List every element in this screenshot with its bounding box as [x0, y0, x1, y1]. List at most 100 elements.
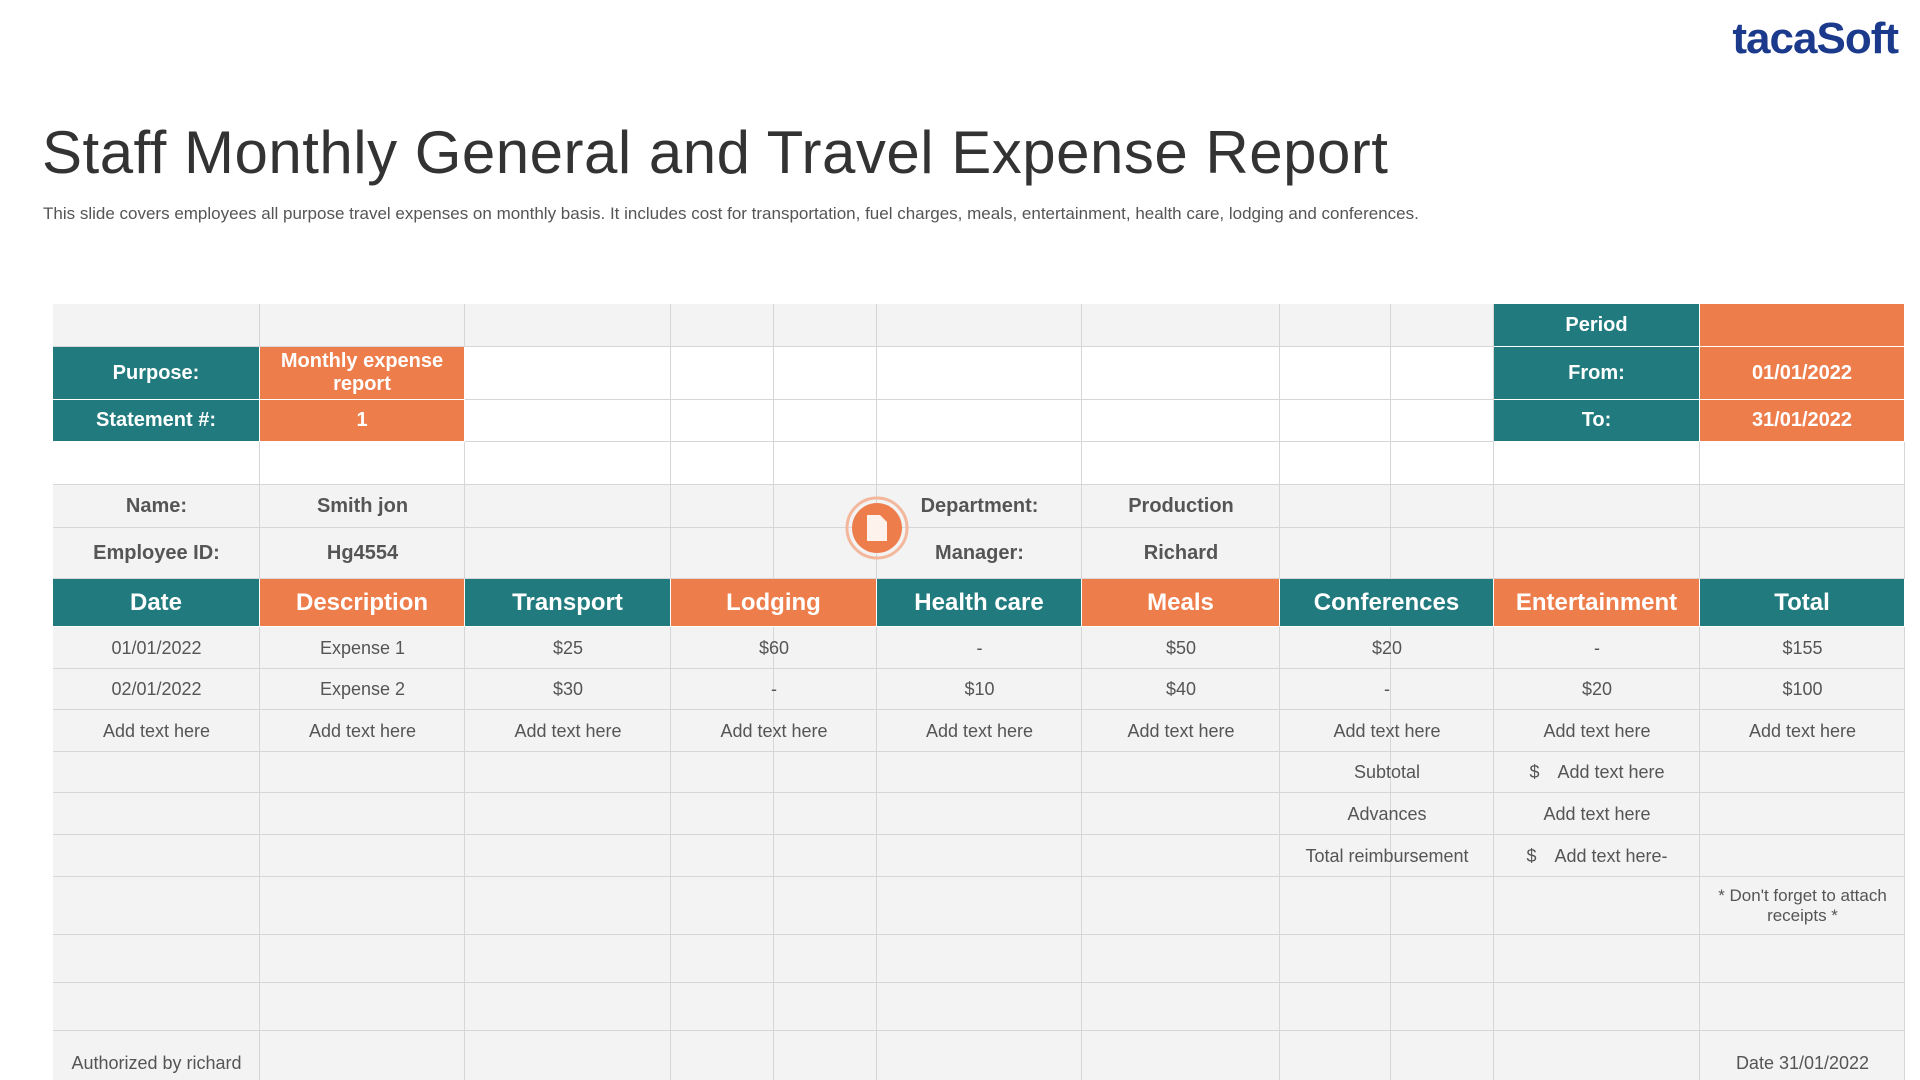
grid-cell: [1280, 793, 1391, 835]
summary-text: Add text here: [1543, 803, 1651, 824]
grid-cell: [774, 752, 877, 793]
grid-cell: [774, 793, 877, 835]
grid-cell: [1391, 442, 1494, 485]
grid-cell: [1700, 877, 1905, 935]
grid-cell: [1494, 627, 1700, 669]
grid-cell: [1700, 669, 1905, 710]
grid-cell: [465, 400, 671, 442]
grid-cell: [877, 347, 1082, 400]
grid-cell: [1391, 1031, 1494, 1080]
table-cell: $20: [1581, 679, 1613, 700]
manager-value: Richard: [1143, 542, 1219, 564]
grid-cell: [877, 528, 1082, 579]
grid-cell: [1391, 627, 1494, 669]
grid-cell: [1280, 485, 1391, 528]
column-header: Health care: [877, 579, 1082, 627]
table-cell: 01/01/2022: [111, 637, 202, 658]
grid-cell: [671, 1031, 774, 1080]
grid-cell: [1280, 627, 1391, 669]
table-cell: Add text here: [1333, 720, 1441, 741]
grid-cell: [465, 935, 671, 983]
grid-cell: [671, 835, 774, 877]
grid-cell: [1494, 528, 1700, 579]
grid-cell: [1280, 442, 1391, 485]
grid-cell: [53, 877, 260, 935]
grid-cell: [465, 877, 671, 935]
grid-cell: [53, 442, 260, 485]
grid-cell: [877, 793, 1082, 835]
grid-cell: [1280, 1031, 1391, 1080]
grid-cell: [1700, 835, 1905, 877]
footer-date: Date 31/01/2022: [1735, 1053, 1870, 1073]
grid-cell: [1391, 400, 1494, 442]
grid-cell: [1082, 400, 1280, 442]
grid-cell: [1280, 347, 1391, 400]
grid-cell: [1082, 983, 1280, 1031]
currency: $: [1529, 762, 1540, 783]
grid-cell: [1082, 793, 1280, 835]
grid-cell: [465, 669, 671, 710]
grid-cell: [1494, 1031, 1700, 1080]
grid-cell: [877, 710, 1082, 752]
grid-cell: [671, 877, 774, 935]
grid-cell: [671, 528, 774, 579]
grid-cell: [671, 627, 774, 669]
grid-cell: [1082, 304, 1280, 347]
grid-cell: [465, 347, 671, 400]
grid-cell: [671, 983, 774, 1031]
grid-cell: [1700, 793, 1905, 835]
column-header: Entertainment: [1494, 579, 1700, 627]
to-label: To:: [1494, 400, 1700, 442]
subtitle: This slide covers employees all purpose …: [43, 204, 1419, 223]
grid-cell: [671, 710, 774, 752]
grid-cell: [1280, 400, 1391, 442]
table-cell: Add text here: [1543, 720, 1651, 741]
grid-cell: [260, 528, 465, 579]
grid-cell: [774, 935, 877, 983]
grid-cell: [877, 485, 1082, 528]
currency: $: [1526, 845, 1537, 866]
period-label: Period: [1494, 304, 1700, 347]
grid-cell: [1391, 877, 1494, 935]
grid-cell: [1082, 347, 1280, 400]
grid-cell: [671, 442, 774, 485]
grid-cell: [671, 485, 774, 528]
grid-cell: [260, 669, 465, 710]
grid-cell: [877, 935, 1082, 983]
grid-cell: [53, 669, 260, 710]
grid-cell: [1082, 710, 1280, 752]
column-header: Date: [53, 579, 260, 627]
grid-cell: [1391, 669, 1494, 710]
purpose-value: Monthly expense report: [260, 347, 465, 400]
grid-cell: [260, 793, 465, 835]
department-value: Production: [1128, 495, 1234, 517]
grid-cell: [774, 442, 877, 485]
grid-cell: [774, 710, 877, 752]
grid-cell: [1391, 752, 1494, 793]
grid-cell: [53, 793, 260, 835]
statement-value: 1: [260, 400, 465, 442]
table-cell: $25: [552, 637, 584, 658]
table-cell: $155: [1782, 637, 1823, 658]
grid-cell: [260, 983, 465, 1031]
grid-cell: [877, 877, 1082, 935]
period-blank: [1700, 304, 1905, 347]
table-cell: Add text here: [308, 720, 417, 741]
grid-cell: [1700, 983, 1905, 1031]
grid-cell: [1280, 752, 1391, 793]
authorized-by: Authorized by richard: [71, 1053, 242, 1073]
grid-cell: [1700, 485, 1905, 528]
from-label: From:: [1494, 347, 1700, 400]
grid-cell: [1494, 793, 1700, 835]
grid-cell: [1700, 528, 1905, 579]
table-cell: Add text here: [925, 720, 1034, 741]
table-cell: $50: [1165, 637, 1197, 658]
brand-logo: tacaSoft: [1732, 14, 1899, 63]
icon-page: [867, 515, 887, 541]
table-cell: 02/01/2022: [111, 679, 202, 700]
note: * Don't forget to attach receipts *: [1718, 886, 1887, 925]
grid-cell: [1494, 710, 1700, 752]
grid-cell: [260, 627, 465, 669]
grid-cell: [774, 1031, 877, 1080]
